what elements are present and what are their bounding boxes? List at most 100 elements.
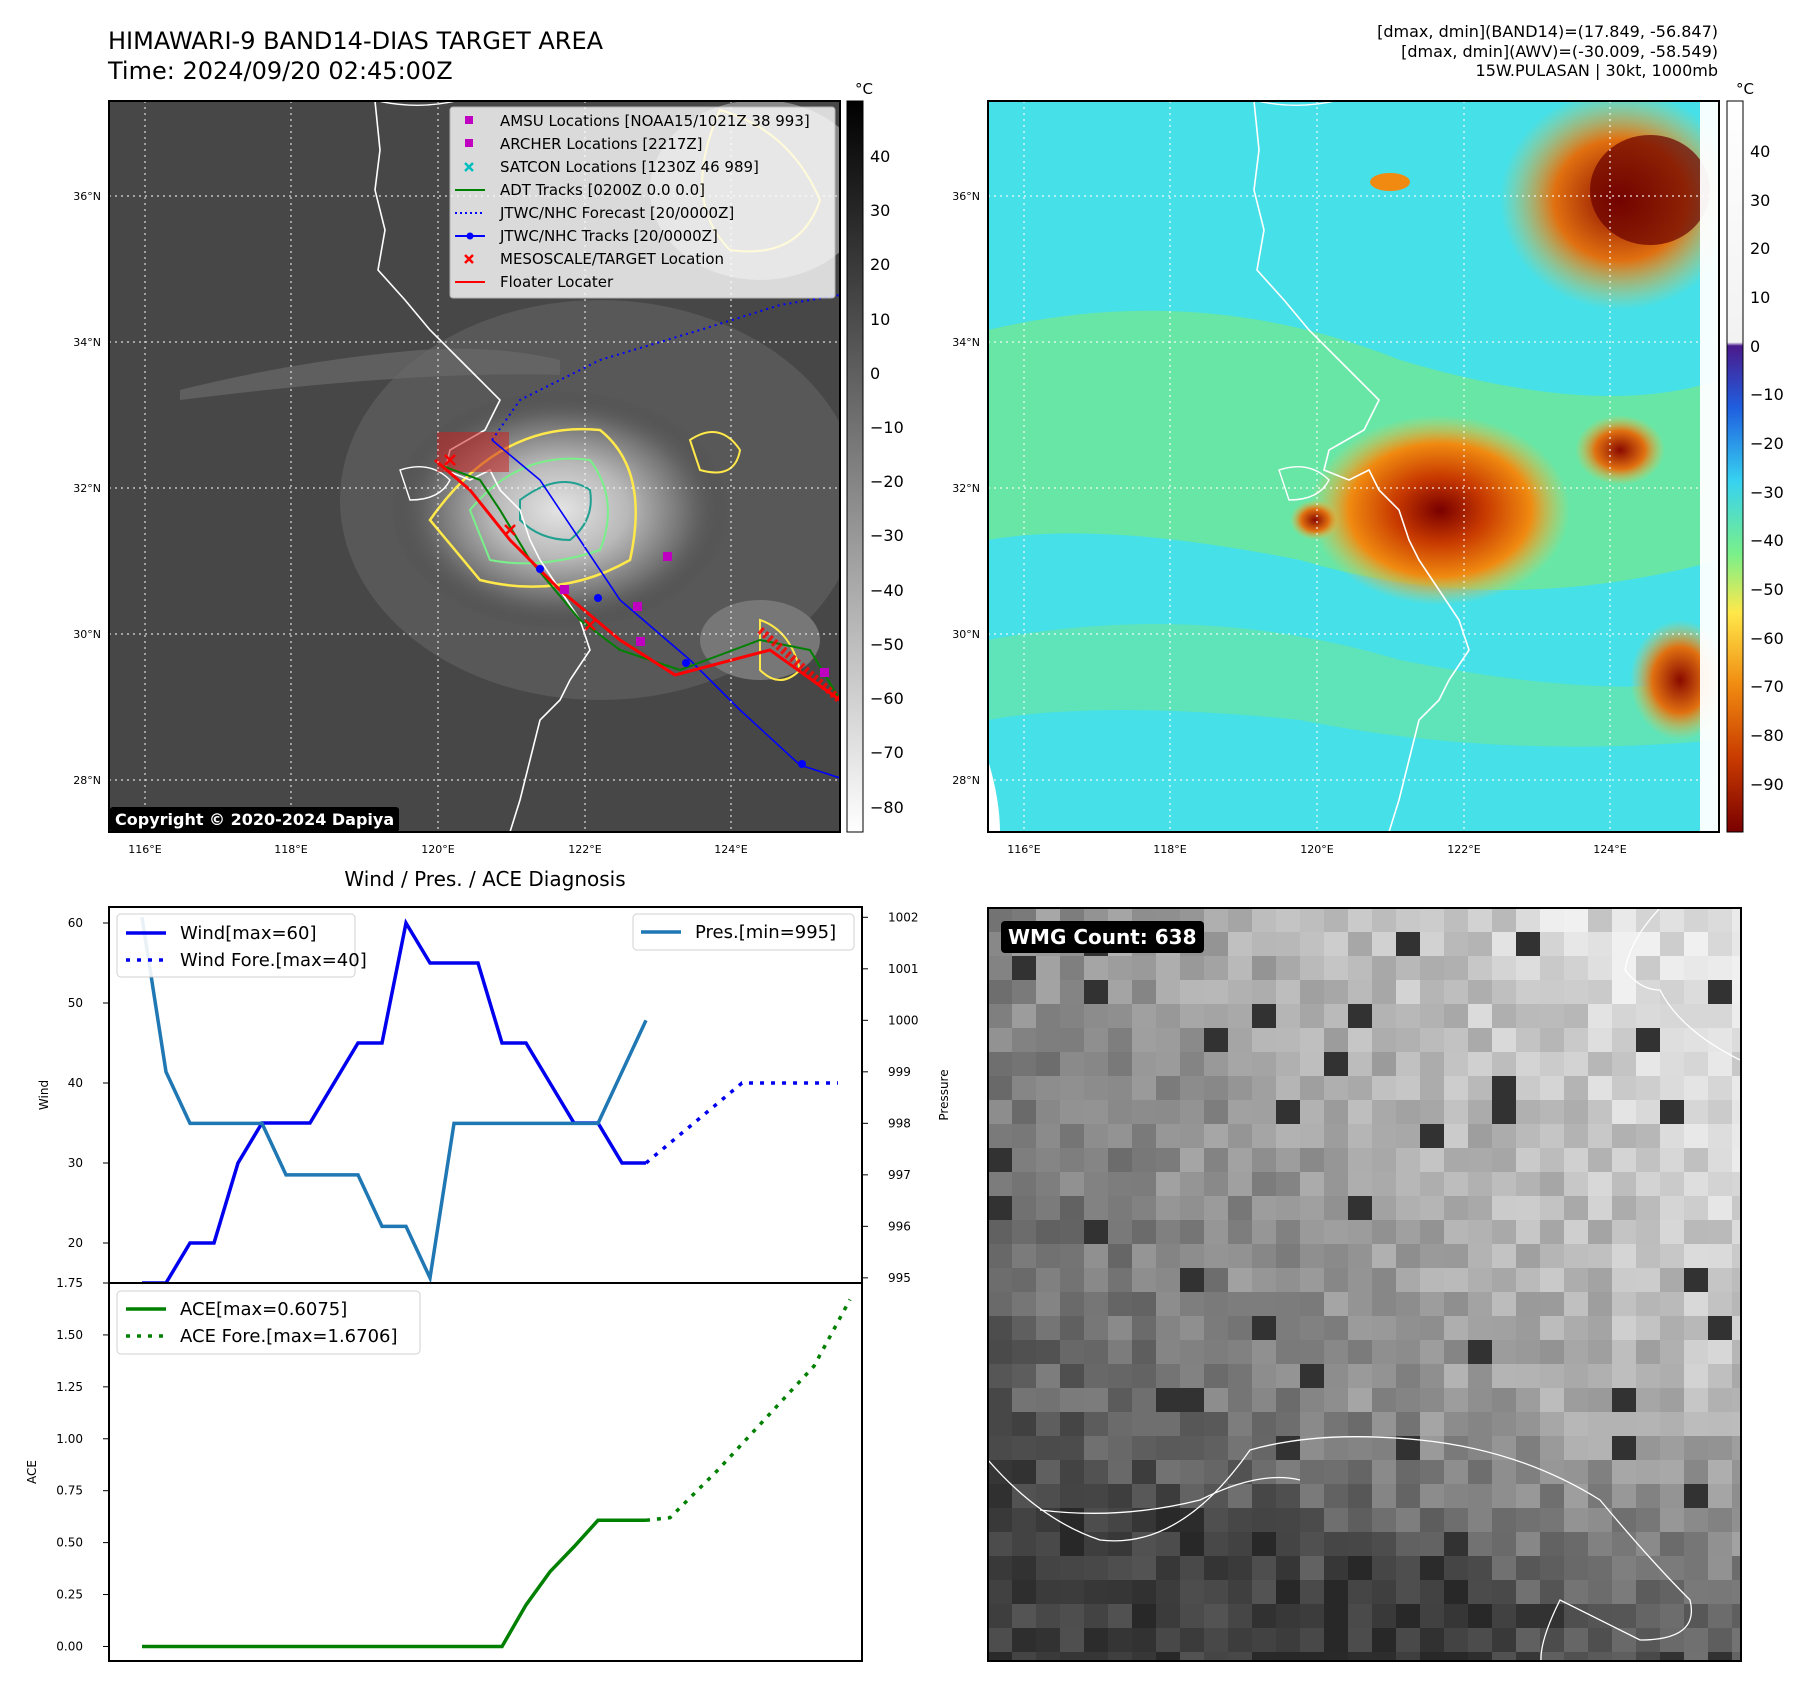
wmg-pixel bbox=[1348, 1076, 1373, 1101]
wmg-pixel bbox=[988, 980, 1013, 1005]
legend-ace-forecast: ACE Fore.[max=1.6706] bbox=[180, 1326, 398, 1347]
wmg-pixel bbox=[1564, 1508, 1589, 1533]
wmg-pixel bbox=[1060, 1268, 1085, 1293]
wmg-pixel bbox=[1396, 1556, 1421, 1581]
wmg-pixel bbox=[1420, 1196, 1445, 1221]
wmg-pixel bbox=[1636, 1580, 1661, 1605]
wmg-pixel bbox=[1684, 1508, 1709, 1533]
wmg-pixel bbox=[1444, 932, 1469, 957]
wmg-pixel bbox=[1516, 1604, 1541, 1629]
wmg-pixel bbox=[1516, 1460, 1541, 1485]
wmg-pixel bbox=[1060, 1220, 1085, 1245]
wmg-pixel bbox=[1516, 1028, 1541, 1053]
wmg-pixel bbox=[1396, 1508, 1421, 1533]
wmg-pixel bbox=[1252, 1028, 1277, 1053]
wmg-pixel bbox=[1708, 1508, 1733, 1533]
wmg-pixel bbox=[1444, 1148, 1469, 1173]
wmg-pixel bbox=[1132, 1028, 1157, 1053]
wmg-pixel bbox=[1084, 1268, 1109, 1293]
awv-map-panel: 116°E 118°E 120°E 122°E 124°E 36°N 34°N … bbox=[952, 100, 1720, 856]
wmg-pixel bbox=[1300, 1412, 1325, 1437]
wmg-pixel bbox=[1084, 1460, 1109, 1485]
wmg-pixel bbox=[1660, 1436, 1685, 1461]
wmg-pixel bbox=[988, 1412, 1013, 1437]
wmg-pixel bbox=[1660, 1364, 1685, 1389]
gray-tick: −80 bbox=[870, 798, 904, 817]
wmg-pixel bbox=[1372, 1124, 1397, 1149]
wmg-pixel bbox=[1660, 1196, 1685, 1221]
wmg-pixel bbox=[1252, 1508, 1277, 1533]
wmg-pixel bbox=[1276, 1532, 1301, 1557]
wmg-pixel bbox=[1156, 1532, 1181, 1557]
wmg-pixel bbox=[1084, 1580, 1109, 1605]
wmg-pixel bbox=[988, 1340, 1013, 1365]
wmg-pixel bbox=[1180, 1196, 1205, 1221]
colorbar-unit: °C bbox=[1736, 80, 1754, 98]
wmg-pixel bbox=[1420, 1412, 1445, 1437]
wmg-pixel bbox=[1228, 1196, 1253, 1221]
wmg-pixel bbox=[1132, 1532, 1157, 1557]
wmg-pixel bbox=[1228, 1268, 1253, 1293]
ace-axis-label: ACE bbox=[25, 1460, 39, 1484]
wmg-pixel bbox=[1204, 1580, 1229, 1605]
wmg-pixel bbox=[1660, 1004, 1685, 1029]
wmg-pixel bbox=[1708, 1220, 1733, 1245]
wmg-pixel bbox=[1252, 1100, 1277, 1125]
wmg-pixel bbox=[1228, 1388, 1253, 1413]
wmg-pixel bbox=[1300, 1148, 1325, 1173]
wmg-pixel bbox=[1060, 1172, 1085, 1197]
wind-legend: Wind[max=60] Wind Fore.[max=40] bbox=[116, 913, 367, 978]
wmg-pixel bbox=[1660, 1076, 1685, 1101]
wmg-pixel bbox=[1540, 932, 1565, 957]
wmg-pixel bbox=[1180, 1052, 1205, 1077]
wmg-pixel bbox=[1396, 908, 1421, 933]
wmg-pixel bbox=[1348, 1388, 1373, 1413]
wmg-pixel bbox=[1324, 1100, 1349, 1125]
color-tick: −80 bbox=[1750, 726, 1784, 745]
wmg-pixel bbox=[988, 1220, 1013, 1245]
wmg-pixel bbox=[1156, 1484, 1181, 1509]
wmg-pixel bbox=[1684, 1532, 1709, 1557]
wmg-pixel bbox=[1444, 1172, 1469, 1197]
wmg-pixel bbox=[1252, 1340, 1277, 1365]
wmg-pixel bbox=[1324, 1244, 1349, 1269]
wmg-pixel bbox=[1564, 908, 1589, 933]
wmg-pixel bbox=[1468, 1364, 1493, 1389]
wmg-pixel bbox=[1036, 956, 1061, 981]
wmg-pixel bbox=[1228, 1316, 1253, 1341]
wmg-pixel bbox=[1444, 1508, 1469, 1533]
wmg-pixel bbox=[1228, 1172, 1253, 1197]
wmg-pixel bbox=[1324, 1148, 1349, 1173]
wmg-pixel bbox=[1516, 1076, 1541, 1101]
wmg-pixel bbox=[1180, 1316, 1205, 1341]
y-tick-label: 1.25 bbox=[56, 1380, 83, 1394]
wmg-pixel bbox=[1468, 1172, 1493, 1197]
wmg-pixel bbox=[1732, 1484, 1741, 1509]
wmg-pixel bbox=[1108, 1124, 1133, 1149]
wmg-pixel bbox=[1132, 1388, 1157, 1413]
wmg-pixel bbox=[1420, 1484, 1445, 1509]
wmg-pixel bbox=[1660, 1340, 1685, 1365]
wmg-pixel bbox=[1156, 1268, 1181, 1293]
wmg-pixel bbox=[1564, 1100, 1589, 1125]
wmg-pixel bbox=[1492, 1100, 1517, 1125]
wmg-pixel bbox=[1588, 956, 1613, 981]
wmg-pixel bbox=[1132, 1052, 1157, 1077]
wmg-pixel bbox=[988, 1652, 1013, 1661]
wmg-pixel bbox=[1492, 1004, 1517, 1029]
wmg-pixel bbox=[1156, 1580, 1181, 1605]
wmg-pixel bbox=[1348, 1004, 1373, 1029]
wmg-pixel bbox=[1396, 1244, 1421, 1269]
wmg-pixel bbox=[1564, 1388, 1589, 1413]
wmg-pixel bbox=[1180, 1532, 1205, 1557]
wmg-pixel bbox=[1660, 1316, 1685, 1341]
wmg-pixel bbox=[1612, 980, 1637, 1005]
wmg-pixel bbox=[1492, 1556, 1517, 1581]
wmg-pixel bbox=[1468, 1340, 1493, 1365]
wmg-pixel bbox=[1564, 1364, 1589, 1389]
wmg-pixel bbox=[1372, 1532, 1397, 1557]
wmg-pixel bbox=[1540, 1388, 1565, 1413]
gray-tick: −70 bbox=[870, 743, 904, 762]
wmg-pixel bbox=[988, 1292, 1013, 1317]
wmg-pixel bbox=[1420, 1148, 1445, 1173]
